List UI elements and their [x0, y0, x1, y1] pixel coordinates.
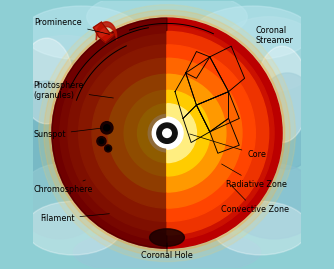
Ellipse shape — [17, 164, 103, 239]
Circle shape — [163, 129, 171, 137]
Wedge shape — [167, 104, 196, 162]
Ellipse shape — [22, 6, 140, 59]
Text: Filament: Filament — [40, 214, 109, 223]
Ellipse shape — [215, 17, 322, 92]
Circle shape — [101, 122, 113, 134]
Wedge shape — [52, 18, 167, 248]
Circle shape — [152, 118, 182, 148]
Ellipse shape — [150, 229, 184, 246]
Circle shape — [49, 15, 285, 251]
Ellipse shape — [212, 201, 309, 255]
Circle shape — [156, 122, 178, 144]
Wedge shape — [167, 90, 210, 176]
Text: Chromosphere: Chromosphere — [33, 180, 93, 194]
Circle shape — [60, 26, 274, 240]
Ellipse shape — [20, 38, 73, 124]
Circle shape — [99, 139, 104, 143]
Circle shape — [157, 123, 177, 143]
Wedge shape — [167, 58, 242, 208]
Circle shape — [97, 137, 106, 146]
Text: Convective Zone: Convective Zone — [220, 185, 289, 214]
Text: Prominence: Prominence — [34, 17, 110, 34]
Circle shape — [44, 10, 290, 256]
Text: Radiative Zone: Radiative Zone — [221, 164, 287, 189]
Circle shape — [38, 5, 296, 262]
Wedge shape — [167, 45, 255, 221]
Circle shape — [108, 74, 226, 192]
Circle shape — [68, 34, 266, 232]
Ellipse shape — [9, 81, 84, 188]
Ellipse shape — [73, 228, 261, 269]
Polygon shape — [94, 22, 115, 42]
Text: Core: Core — [190, 134, 266, 159]
Circle shape — [105, 145, 112, 152]
Text: Coronal Hole: Coronal Hole — [141, 251, 193, 260]
Circle shape — [107, 147, 110, 150]
Circle shape — [148, 114, 186, 152]
Text: Photosphere
(granules): Photosphere (granules) — [33, 81, 114, 100]
Circle shape — [138, 104, 196, 162]
Ellipse shape — [25, 201, 122, 255]
Wedge shape — [167, 117, 183, 149]
Wedge shape — [167, 31, 269, 235]
Ellipse shape — [255, 46, 309, 143]
Ellipse shape — [194, 6, 312, 59]
Wedge shape — [167, 74, 226, 192]
Ellipse shape — [255, 73, 320, 169]
Circle shape — [79, 45, 255, 221]
Text: Coronal
Streamer: Coronal Streamer — [255, 26, 293, 45]
Ellipse shape — [226, 164, 322, 239]
Circle shape — [52, 18, 282, 248]
Circle shape — [124, 90, 210, 176]
Circle shape — [104, 125, 110, 131]
Ellipse shape — [17, 36, 114, 100]
Ellipse shape — [87, 0, 247, 44]
Text: Sunspot: Sunspot — [33, 128, 101, 139]
Circle shape — [92, 58, 242, 208]
